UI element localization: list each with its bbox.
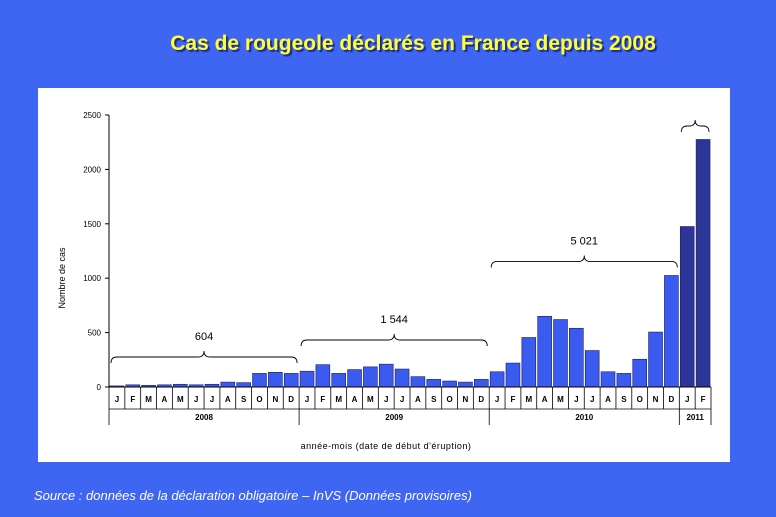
- x-tick-label: F: [130, 395, 135, 404]
- annotation-brace: [300, 333, 488, 347]
- bar: [679, 226, 695, 388]
- bar: [632, 358, 647, 388]
- bar: [553, 319, 568, 388]
- bar: [442, 380, 457, 388]
- bar: [489, 371, 505, 388]
- x-tick-label: A: [225, 395, 231, 404]
- y-axis: 0 500 1000 1500 2000 2500: [83, 111, 110, 392]
- x-tick-label: J: [495, 395, 499, 404]
- x-tick-label: O: [637, 395, 643, 404]
- x-axis-label: année-mois (date de début d'éruption): [301, 441, 472, 451]
- x-tick-label: S: [621, 395, 627, 404]
- bar: [236, 382, 251, 388]
- year-label: 2008: [195, 413, 213, 422]
- bar: [331, 373, 346, 388]
- bar: [299, 370, 315, 388]
- x-tick-label: N: [272, 395, 278, 404]
- y-tick-label: 500: [88, 329, 102, 338]
- x-tick-label: J: [115, 395, 119, 404]
- x-tick-label: M: [177, 395, 184, 404]
- x-tick-label: A: [162, 395, 168, 404]
- x-tick-label: D: [288, 395, 294, 404]
- bar: [252, 373, 267, 388]
- bar: [363, 366, 378, 388]
- bar: [347, 369, 362, 388]
- annotation-brace: [490, 255, 678, 268]
- x-tick-label: D: [478, 395, 484, 404]
- annotation-label: 604: [195, 331, 213, 343]
- bar: [410, 376, 426, 388]
- x-tick-label: J: [305, 395, 309, 404]
- x-tick-label: M: [525, 395, 532, 404]
- bar: [537, 315, 552, 388]
- x-tick-label: M: [145, 395, 152, 404]
- bar: [315, 364, 331, 388]
- x-tick-label: A: [415, 395, 421, 404]
- annotations: 604 1 544 5 021: [110, 119, 710, 364]
- x-tick-label: J: [400, 395, 404, 404]
- annotation-label: 5 021: [570, 235, 598, 247]
- bars: [109, 139, 711, 388]
- x-tick-label: J: [685, 395, 689, 404]
- x-tick-label: N: [653, 395, 659, 404]
- y-tick-label: 1000: [83, 274, 101, 283]
- y-tick-label: 0: [97, 383, 102, 392]
- x-tick-label: M: [367, 395, 374, 404]
- x-tick-label: A: [352, 395, 358, 404]
- y-tick-label: 2500: [83, 111, 101, 120]
- bar: [505, 362, 521, 388]
- x-tick-label: F: [701, 395, 706, 404]
- annotation-label: 1 544: [380, 314, 408, 326]
- slide-title: Cas de rougeole déclarés en France depui…: [170, 32, 656, 55]
- x-tick-label: N: [463, 395, 469, 404]
- x-tick-label: F: [511, 395, 516, 404]
- year-label: 2010: [575, 413, 593, 422]
- bar: [569, 327, 584, 388]
- bar: [616, 373, 632, 388]
- x-tick-label: O: [256, 395, 262, 404]
- bar: [600, 371, 616, 388]
- x-tick-label: M: [557, 395, 564, 404]
- x-tick-label: M: [335, 395, 342, 404]
- x-tick-label: S: [241, 395, 247, 404]
- y-tick-label: 2000: [83, 165, 101, 174]
- year-label: 2011: [686, 413, 704, 422]
- bar: [283, 373, 299, 388]
- bar: [648, 331, 663, 388]
- annotation-brace: [680, 119, 710, 133]
- x-tick-label: F: [320, 395, 325, 404]
- x-tick-label: J: [210, 395, 214, 404]
- x-tick-label: S: [431, 395, 437, 404]
- bar: [695, 139, 711, 388]
- x-tick-label: J: [384, 395, 388, 404]
- bar: [584, 350, 600, 388]
- x-tick-label: D: [669, 395, 675, 404]
- y-tick-label: 1500: [83, 220, 101, 229]
- bar: [474, 379, 489, 388]
- bar: [426, 379, 442, 388]
- x-tick-label: J: [590, 395, 594, 404]
- bar: [268, 372, 283, 388]
- annotation-brace: [110, 350, 298, 364]
- source-note: Source : données de la déclaration oblig…: [34, 488, 472, 503]
- x-tick-label: J: [194, 395, 198, 404]
- x-tick-label: A: [542, 395, 548, 404]
- bar: [458, 381, 473, 388]
- bar: [378, 363, 394, 388]
- bar: [394, 368, 410, 388]
- bar: [220, 381, 236, 388]
- y-axis-label: Nombre de cas: [57, 247, 67, 309]
- x-tick-label: J: [574, 395, 578, 404]
- bar: [664, 275, 679, 388]
- bar: [521, 337, 537, 388]
- x-tick-label: O: [446, 395, 452, 404]
- year-label: 2009: [385, 413, 403, 422]
- x-axis: J F M A M J J A S O N D J F M A M J J A S O N D J F M A M J J A S O N D J F20…: [108, 386, 712, 425]
- x-tick-label: A: [605, 395, 611, 404]
